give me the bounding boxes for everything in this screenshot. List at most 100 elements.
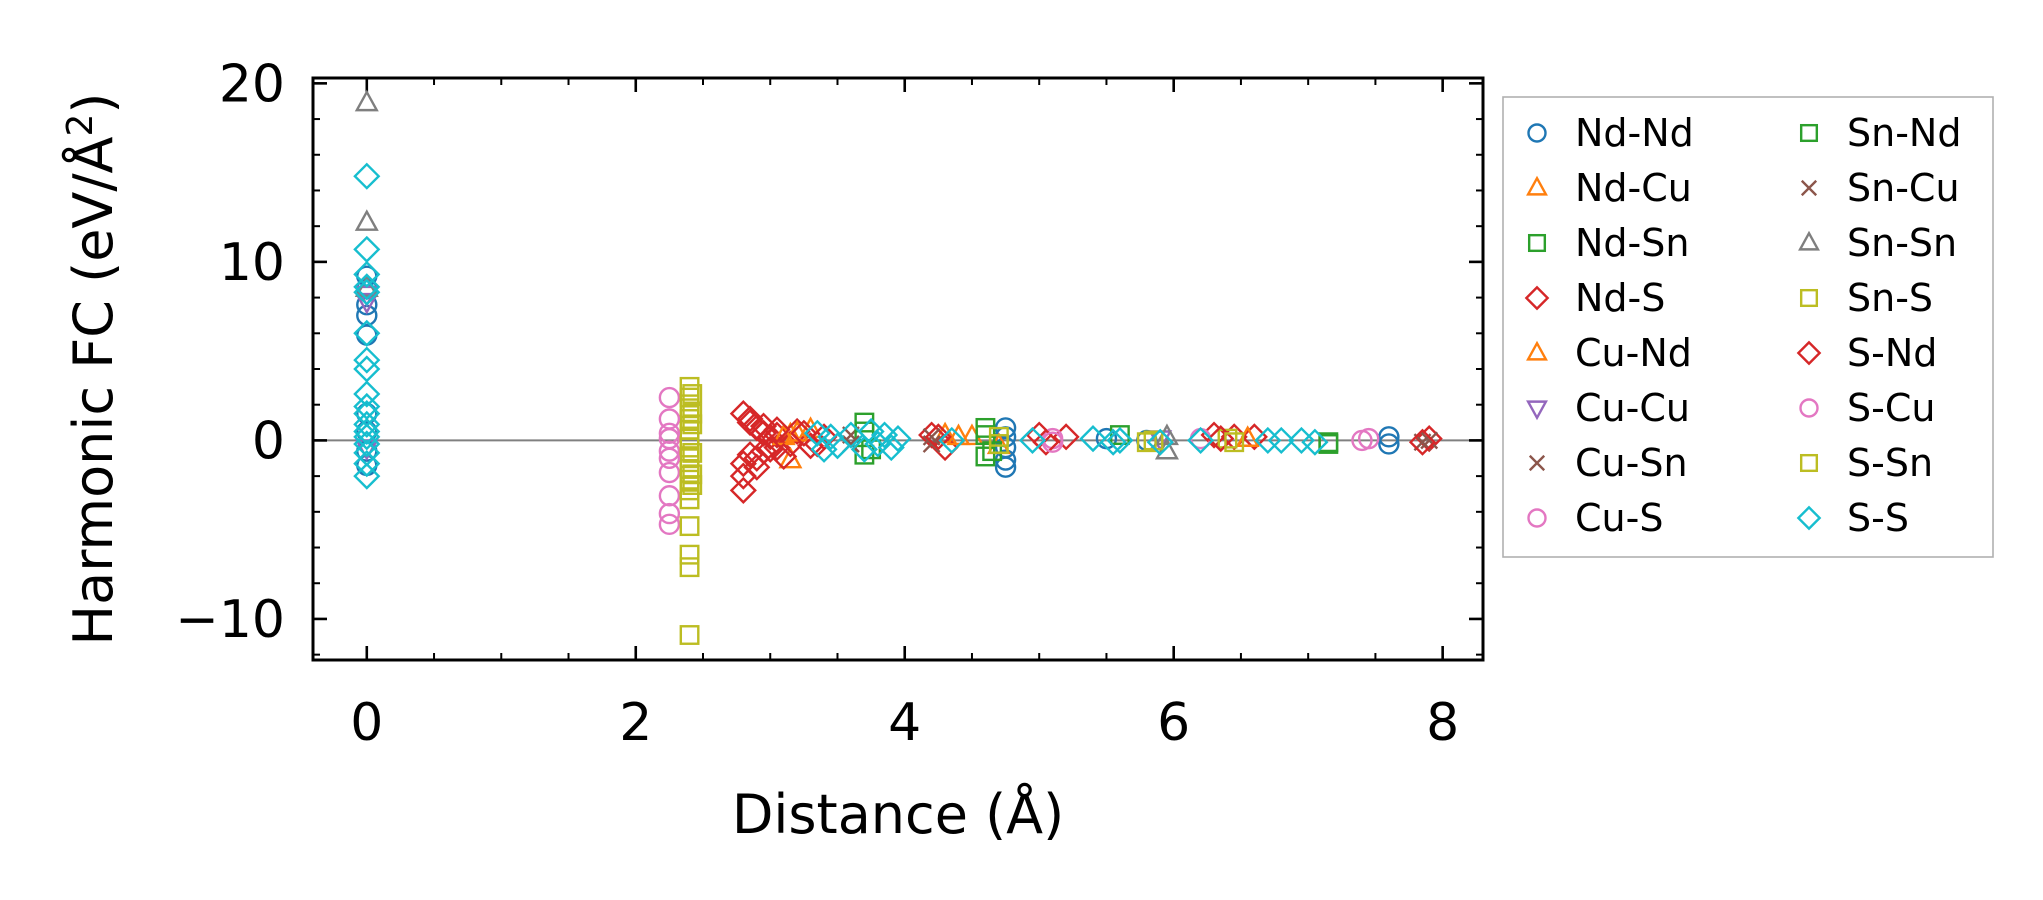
- major-ticks: [313, 78, 1483, 660]
- data-point: [1378, 433, 1400, 455]
- legend-marker: [1800, 179, 1818, 197]
- data-point: [682, 403, 703, 424]
- legend-label: Sn-Nd: [1847, 111, 1961, 155]
- series-sn-s: [679, 376, 1238, 645]
- data-point: [679, 376, 700, 397]
- data-point: [353, 278, 381, 306]
- data-point: [353, 380, 381, 408]
- data-point: [756, 423, 784, 451]
- data-point: [1378, 426, 1400, 448]
- data-point: [1301, 428, 1329, 456]
- legend-marker: [1526, 340, 1548, 361]
- y-tick-label: −10: [175, 590, 285, 650]
- data-point: [679, 409, 700, 429]
- data-point: [1032, 428, 1060, 456]
- legend-marker: [1524, 285, 1550, 311]
- data-point: [1207, 425, 1235, 453]
- data-point: [1217, 428, 1238, 449]
- legend-item: Nd-Nd: [1527, 111, 1694, 155]
- data-point: [658, 447, 681, 469]
- legend-marker: [1798, 230, 1820, 251]
- series-s-s: [353, 162, 1329, 490]
- legend-item: S-Sn: [1799, 441, 1933, 485]
- series-sn-nd: [854, 421, 1339, 462]
- data-point: [785, 419, 810, 442]
- data-point: [353, 346, 381, 374]
- data-point: [658, 461, 681, 484]
- data-point: [682, 442, 703, 463]
- x-tick-label: 6: [1157, 693, 1190, 753]
- data-point: [1052, 423, 1080, 451]
- data-point: [1099, 428, 1127, 456]
- data-point: [353, 462, 381, 490]
- data-point: [922, 427, 941, 446]
- x-tick-label: 0: [350, 693, 383, 753]
- data-point: [353, 260, 381, 288]
- legend-label: S-Cu: [1847, 386, 1935, 430]
- data-point: [658, 408, 681, 430]
- data-point: [658, 502, 681, 525]
- legend-label: Sn-Sn: [1847, 221, 1957, 265]
- data-point: [679, 448, 700, 469]
- data-point: [682, 464, 703, 485]
- data-point: [1224, 432, 1245, 453]
- legend-item: Cu-S: [1527, 496, 1663, 540]
- data-point: [850, 435, 878, 463]
- data-point: [1143, 430, 1164, 451]
- data-point: [354, 89, 379, 112]
- legend-marker: [1528, 454, 1546, 472]
- data-point: [353, 423, 381, 451]
- data-point: [682, 384, 703, 404]
- data-point: [679, 516, 700, 537]
- data-point: [353, 319, 381, 347]
- data-point: [810, 435, 838, 463]
- data-point: [884, 425, 912, 453]
- legend-marker: [1526, 400, 1548, 421]
- legend-item: Nd-S: [1524, 276, 1665, 320]
- series-s-sn: [682, 384, 1245, 495]
- legend-marker: [1796, 340, 1822, 366]
- legend-marker: [1526, 175, 1548, 196]
- data-points: [353, 89, 1443, 645]
- data-point: [658, 386, 681, 409]
- data-point: [679, 398, 700, 419]
- data-point: [353, 410, 381, 438]
- data-point: [1106, 426, 1134, 454]
- legend-label: Nd-S: [1575, 276, 1665, 320]
- data-point: [1109, 425, 1130, 445]
- data-point: [353, 162, 381, 190]
- data-point: [679, 437, 700, 458]
- series-sn-sn: [354, 89, 1179, 460]
- data-point: [918, 421, 946, 449]
- minor-ticks: [313, 78, 1483, 660]
- data-point: [783, 417, 811, 446]
- data-point: [354, 292, 379, 315]
- data-point: [1079, 425, 1107, 453]
- data-point: [790, 419, 818, 447]
- data-point: [1254, 426, 1282, 454]
- legend-marker: [1799, 398, 1819, 418]
- data-point: [353, 273, 381, 301]
- data-point: [679, 459, 700, 479]
- legend-label: Nd-Sn: [1575, 221, 1689, 265]
- y-tick-labels: −10 0 10 20: [175, 54, 285, 650]
- data-point: [854, 444, 875, 465]
- data-point: [353, 430, 381, 458]
- legend-item: S-Cu: [1799, 386, 1935, 430]
- legend-label: Sn-Cu: [1847, 166, 1960, 210]
- data-point: [994, 456, 1017, 478]
- legend-marker: [1527, 123, 1547, 143]
- data-point: [353, 235, 381, 263]
- data-point: [658, 485, 681, 507]
- legend-label: Cu-Sn: [1575, 441, 1688, 485]
- legend-item: S-S: [1796, 496, 1909, 540]
- data-point: [1018, 426, 1047, 454]
- data-point: [1318, 432, 1339, 453]
- legend-label: Cu-Cu: [1575, 386, 1690, 430]
- legend-item: Nd-Sn: [1527, 221, 1689, 265]
- legend-marker: [1799, 453, 1819, 473]
- legend-item: Cu-Cu: [1526, 386, 1690, 430]
- data-point: [679, 387, 700, 408]
- legend-label: Nd-Cu: [1575, 166, 1692, 210]
